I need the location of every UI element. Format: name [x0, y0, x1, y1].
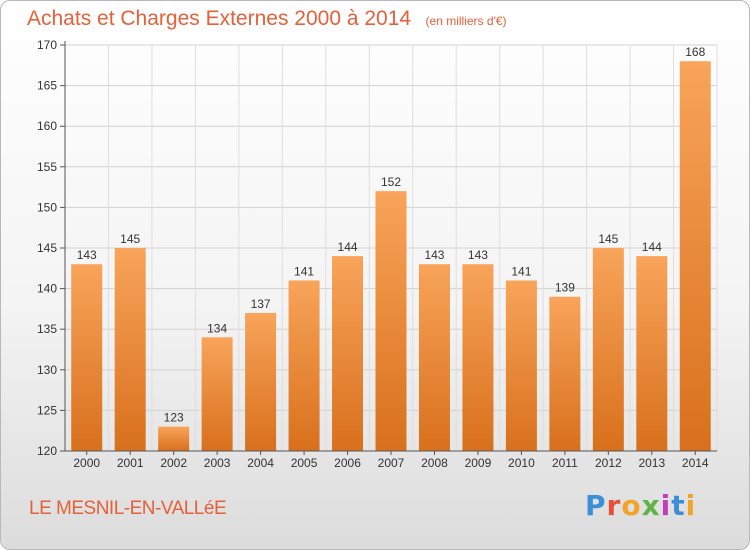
data-label: 145 — [598, 232, 618, 246]
data-label: 143 — [424, 248, 444, 262]
x-tick-label: 2011 — [552, 456, 578, 470]
y-tick-label: 135 — [37, 322, 57, 336]
data-label: 143 — [77, 248, 97, 262]
x-tick-label: 2012 — [595, 456, 622, 470]
bar — [418, 264, 450, 451]
proxiti-logo: Proxiti — [585, 489, 697, 522]
bar — [158, 426, 190, 451]
y-tick-label: 125 — [37, 403, 57, 417]
data-label: 123 — [164, 411, 184, 425]
bars — [71, 61, 711, 452]
bar — [375, 191, 407, 451]
data-label: 168 — [685, 45, 705, 59]
bar — [679, 61, 711, 452]
bar — [201, 337, 233, 451]
x-tick-label: 2002 — [160, 456, 187, 470]
data-label: 145 — [120, 232, 140, 246]
chart-heading: Achats et Charges Externes 2000 à 2014 (… — [27, 7, 507, 31]
y-tick-label: 170 — [37, 38, 57, 52]
data-label: 134 — [207, 321, 227, 335]
x-tick-label: 2004 — [247, 456, 274, 470]
bar — [549, 296, 581, 451]
data-label: 143 — [468, 248, 488, 262]
y-tick-label: 165 — [37, 79, 57, 93]
bar — [636, 256, 668, 451]
x-tick-label: 2006 — [334, 456, 361, 470]
x-tick-label: 2005 — [291, 456, 318, 470]
x-tick-label: 2009 — [465, 456, 492, 470]
bar — [592, 248, 624, 451]
y-tick-label: 145 — [37, 241, 57, 255]
y-tick-label: 140 — [37, 282, 57, 296]
bar — [505, 280, 537, 451]
data-label: 144 — [642, 240, 662, 254]
chart-subtitle: (en milliers d'€) — [425, 14, 507, 28]
bar — [288, 280, 320, 451]
commune-name: LE MESNIL-EN-VALLéE — [29, 498, 227, 519]
y-tick-label: 160 — [37, 119, 57, 133]
x-tick-label: 2013 — [638, 456, 665, 470]
y-tick-label: 155 — [37, 160, 57, 174]
data-labels: 143 145 123 134 137 141 144 152 143 143 141 139 145 1… — [77, 45, 706, 424]
data-label: 137 — [251, 297, 271, 311]
x-tick-label: 2014 — [682, 456, 709, 470]
bar — [462, 264, 494, 451]
x-tick-label: 2003 — [204, 456, 231, 470]
y-tick-label: 120 — [37, 444, 57, 458]
bar — [245, 312, 277, 451]
x-tick-label: 2007 — [378, 456, 405, 470]
data-label: 139 — [555, 281, 575, 295]
x-tick-label: 2010 — [508, 456, 535, 470]
data-label: 152 — [381, 175, 401, 189]
data-label: 144 — [338, 240, 358, 254]
x-tick-label: 2000 — [73, 456, 100, 470]
bar — [71, 264, 103, 451]
y-tick-label: 150 — [37, 200, 57, 214]
data-label: 141 — [294, 264, 314, 278]
axes: 120 125 130 135 140 145 150 155 160 165 170 2000 200… — [37, 38, 717, 470]
y-tick-label: 130 — [37, 363, 57, 377]
x-tick-label: 2008 — [421, 456, 448, 470]
chart-title: Achats et Charges Externes 2000 à 2014 — [27, 7, 412, 30]
bar — [332, 256, 364, 451]
x-tick-label: 2001 — [117, 456, 144, 470]
data-label: 141 — [511, 264, 531, 278]
bar — [114, 248, 146, 451]
